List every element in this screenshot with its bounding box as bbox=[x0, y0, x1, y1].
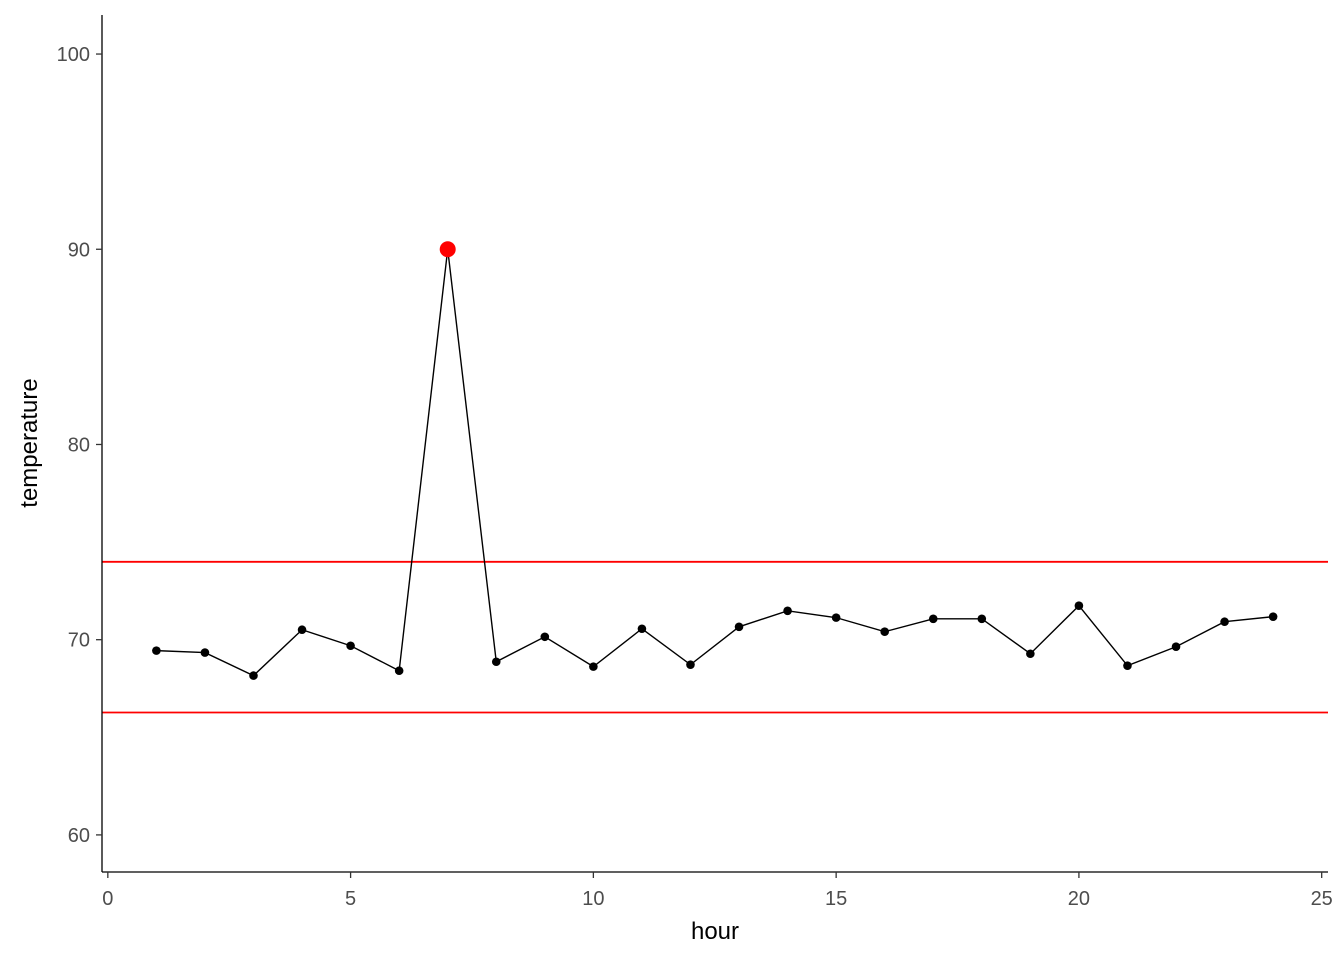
data-point bbox=[734, 622, 744, 632]
series-line bbox=[156, 249, 1274, 677]
y-tick-label: 90 bbox=[68, 239, 90, 261]
x-tick-label: 10 bbox=[582, 888, 604, 910]
data-point bbox=[540, 632, 550, 642]
data-point bbox=[783, 606, 792, 616]
data-point bbox=[1074, 601, 1084, 611]
x-tick-label: 25 bbox=[1311, 888, 1333, 910]
x-axis-label: hour bbox=[691, 918, 739, 945]
data-point bbox=[977, 614, 987, 624]
x-tick-label: 15 bbox=[825, 888, 847, 910]
data-point bbox=[297, 625, 307, 635]
data-point bbox=[1268, 612, 1278, 621]
data-point bbox=[589, 662, 598, 671]
x-tick-label: 0 bbox=[102, 888, 113, 910]
y-tick-label: 80 bbox=[68, 434, 90, 456]
data-point bbox=[831, 613, 841, 622]
data-point bbox=[152, 646, 161, 655]
data-point bbox=[1123, 661, 1132, 670]
x-tick-label: 20 bbox=[1068, 888, 1090, 910]
x-tick-label: 5 bbox=[345, 888, 356, 910]
data-point bbox=[249, 671, 258, 680]
data-point bbox=[686, 660, 695, 669]
y-tick-label: 60 bbox=[68, 825, 90, 847]
y-tick-label: 70 bbox=[68, 630, 90, 652]
data-point bbox=[928, 614, 938, 624]
data-point bbox=[1026, 649, 1035, 659]
highlighted-point bbox=[439, 241, 456, 258]
data-point bbox=[637, 624, 647, 634]
data-point bbox=[880, 627, 889, 636]
y-tick-label: 100 bbox=[57, 44, 90, 66]
data-point bbox=[491, 657, 501, 667]
data-point bbox=[346, 641, 355, 651]
data-point bbox=[1171, 642, 1181, 652]
data-point bbox=[394, 666, 404, 676]
data-point bbox=[200, 648, 210, 657]
y-axis-label: temperature bbox=[16, 378, 43, 507]
data-point bbox=[1220, 617, 1229, 627]
